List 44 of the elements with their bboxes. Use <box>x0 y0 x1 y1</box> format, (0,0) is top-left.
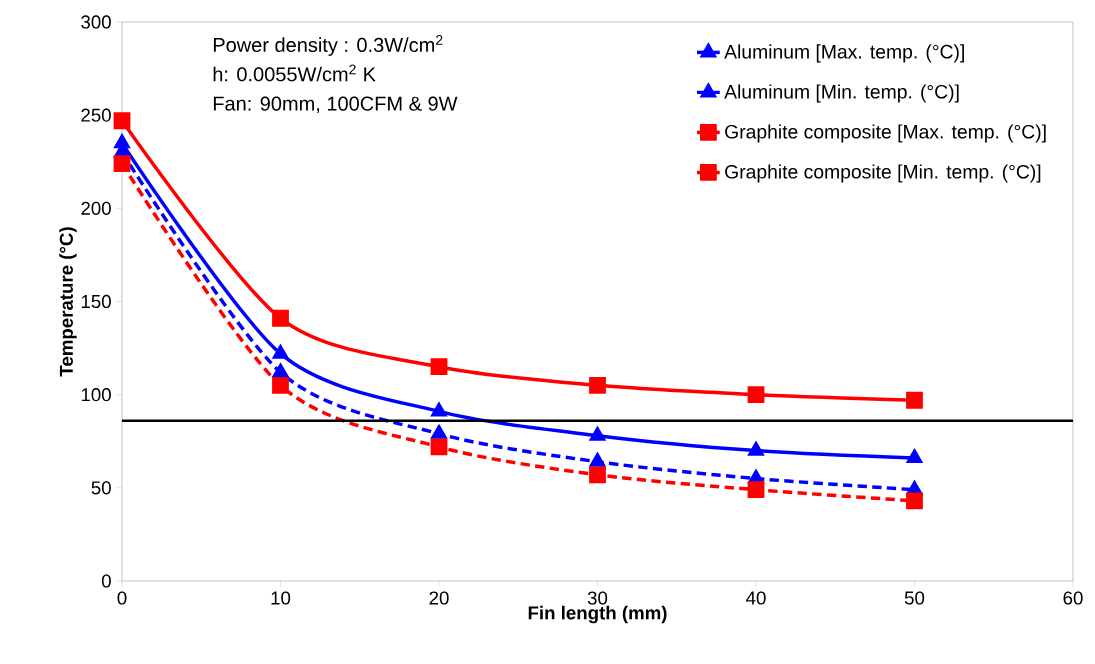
legend-label: Aluminum [Max. temp. (°C)] <box>724 44 964 63</box>
y-tick-label: 200 <box>81 201 111 215</box>
y-tick-label: 100 <box>81 388 111 402</box>
point <box>906 449 923 464</box>
y-tick-label: 250 <box>81 108 111 122</box>
point <box>113 155 131 173</box>
legend-label: Graphite composite [Max. temp. (°C)] <box>725 124 1046 143</box>
point <box>589 427 606 441</box>
point <box>747 481 765 499</box>
point <box>906 391 923 409</box>
point <box>113 112 131 130</box>
point <box>906 492 923 510</box>
annotation: Power density : 0.3W/cm$^{2}$ <box>213 35 443 56</box>
point <box>589 466 606 484</box>
annotation: h: 0.0055W/cm$^{2}$ K <box>213 64 376 82</box>
point <box>431 425 447 439</box>
x-tick-label: 60 <box>1063 591 1083 605</box>
point <box>747 386 765 404</box>
y-tick-label: 50 <box>91 481 111 495</box>
point <box>589 376 606 394</box>
x-tick-label: 50 <box>904 591 925 605</box>
point <box>272 376 289 394</box>
x-axis-title: Fin length (mm) <box>528 605 667 624</box>
legend-label: Aluminum [Min. temp. (°C)] <box>724 84 959 103</box>
point <box>114 134 130 149</box>
y-tick-label: 150 <box>81 294 111 309</box>
annotation: Fan: 90mm, 100CFM & 9W <box>213 96 458 114</box>
point <box>272 363 289 378</box>
y-tick-label: 300 <box>81 15 111 29</box>
point <box>431 403 447 417</box>
x-tick-label: 20 <box>429 591 449 605</box>
point <box>272 309 289 327</box>
x-tick-label: 10 <box>271 591 291 605</box>
x-tick-label: 40 <box>746 591 766 605</box>
x-tick-label: 30 <box>587 591 608 605</box>
point <box>748 442 764 456</box>
point <box>589 453 606 467</box>
y-axis-title: Temperature (°C) <box>59 227 77 377</box>
point <box>272 345 289 359</box>
x-tick-label: 0 <box>117 591 127 605</box>
legend-label: Graphite composite [Min. temp. (°C)] <box>725 164 1041 183</box>
point <box>430 358 448 376</box>
point <box>430 438 448 456</box>
y-tick-label: 0 <box>101 574 111 588</box>
